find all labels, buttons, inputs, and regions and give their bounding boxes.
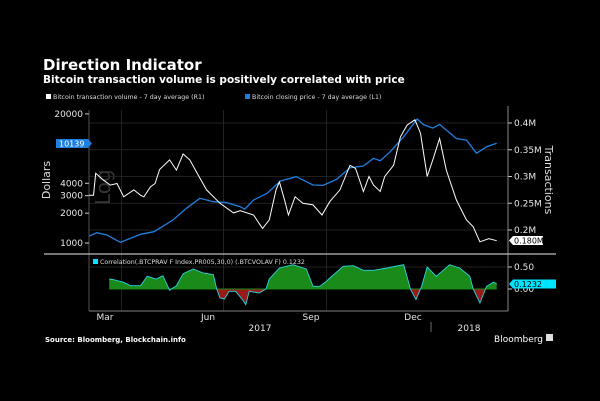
price-badge-shape — [56, 139, 92, 148]
correlation-panel — [109, 264, 497, 306]
left-axis-label: Dollars — [40, 161, 53, 200]
correlation-tick-label: 0.00 — [514, 285, 534, 295]
right-tick-label: 0.2M — [514, 226, 536, 236]
left-tick-label: 3000 — [60, 192, 83, 202]
legend-label-price: Bitcoin closing price - 7 day average (L… — [252, 94, 381, 101]
correlation-line — [109, 264, 497, 306]
right-axis-label: Transactions — [542, 145, 555, 215]
value-badges: 10139 0.180M 0.1232 — [56, 139, 556, 289]
chart-subtitle: Bitcoin transaction volume is positively… — [43, 74, 405, 86]
left-tick-label: 20000 — [54, 110, 83, 120]
volume-badge-shape — [509, 236, 543, 245]
correlation-tick-label: 0.50 — [514, 263, 534, 273]
correlation-badge-value: 0.1232 — [514, 280, 542, 289]
volume-line — [89, 119, 497, 243]
source-note: Source: Bloomberg, Blockchain.info — [45, 336, 186, 344]
legend-swatch-correlation — [93, 259, 98, 264]
chart-title: Direction Indicator — [43, 56, 202, 74]
right-axis-ticks: 0.4M 0.35M 0.3M 0.25M 0.2M 0.50 0.00 — [508, 119, 542, 295]
x-tick-jun: Jun — [200, 313, 215, 323]
x-tick-sep: Sep — [303, 313, 320, 323]
right-tick-label: 0.35M — [514, 146, 542, 156]
left-tick-label: 4000 — [60, 179, 83, 189]
bloomberg-logo-icon — [546, 334, 553, 341]
main-series — [88, 118, 497, 244]
legend-label-volume: Bitcoin transaction volume - 7 day avera… — [53, 94, 204, 101]
right-tick-label: 0.3M — [514, 173, 536, 183]
bloomberg-logo: Bloomberg — [494, 335, 543, 345]
left-tick-label: 1000 — [60, 239, 83, 249]
x-year-2018: 2018 — [458, 324, 481, 334]
legend-swatch-volume — [46, 94, 51, 99]
right-tick-label: 0.4M — [514, 119, 536, 129]
left-tick-label: 2000 — [60, 209, 83, 219]
price-badge-value: 10139 — [59, 140, 84, 149]
x-year-2017: 2017 — [249, 324, 272, 334]
legend-label-correlation: Correlation(.BTCPRAV F Index,PR005,30,0)… — [100, 259, 305, 266]
log-scale-watermark: Log — [91, 169, 115, 205]
x-tick-mar: Mar — [97, 313, 114, 323]
correlation-badge-shape — [509, 279, 556, 289]
right-tick-label: 0.25M — [514, 199, 542, 209]
positive-correlation-area — [109, 264, 497, 289]
volume-badge-value: 0.180M — [514, 237, 544, 246]
price-line — [88, 118, 497, 244]
x-tick-dec: Dec — [404, 313, 421, 323]
legend-swatch-price — [245, 94, 250, 99]
left-axis-ticks: 20000 4000 3000 2000 1000 — [54, 110, 89, 249]
